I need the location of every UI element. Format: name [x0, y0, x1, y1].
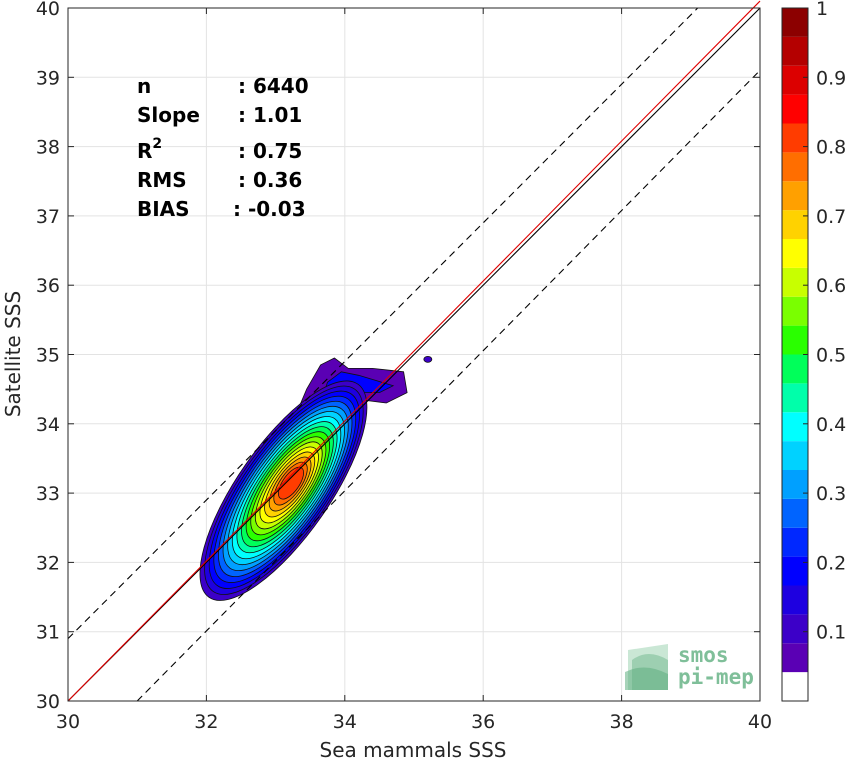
stat-r2-value: : 0.75 — [238, 139, 302, 163]
y-tick-label: 37 — [36, 206, 60, 228]
colorbar-swatch — [782, 152, 808, 182]
colorbar-swatch — [782, 296, 808, 326]
colorbar-tick-label: 0.1 — [816, 622, 846, 644]
reference-line — [67, 7, 761, 702]
colorbar-swatch — [782, 441, 808, 470]
colorbar-tick-label: 1 — [816, 0, 828, 20]
y-tick-label: 32 — [36, 552, 60, 574]
y-axis-label: Satellite SSS — [1, 291, 25, 417]
colorbar-tick-label: 0.9 — [816, 67, 846, 89]
colorbar-swatch — [782, 65, 808, 95]
stat-slope-label: Slope — [137, 103, 200, 127]
x-axis-ticks: 30 32 34 36 38 40 — [56, 8, 772, 733]
colorbar-tick-label: 0.5 — [816, 345, 846, 367]
reference-line — [67, 0, 761, 702]
contour-blob — [423, 355, 433, 363]
y-tick-label: 31 — [36, 622, 60, 644]
colorbar-tick-label: 0.8 — [816, 137, 846, 159]
stat-r2-exponent: 2 — [152, 136, 162, 152]
colorbar-swatch — [782, 94, 808, 124]
colorbar-swatch — [782, 585, 808, 615]
stat-rms-value: : 0.36 — [238, 168, 302, 192]
x-tick-label: 32 — [194, 711, 218, 733]
logo-line-2: pi-mep — [678, 665, 754, 689]
colorbar-tick-label: 0.7 — [816, 206, 846, 228]
x-tick-label: 38 — [610, 711, 634, 733]
colorbar-swatch — [782, 354, 808, 384]
x-tick-label: 34 — [333, 711, 357, 733]
contour-group — [199, 355, 433, 601]
x-tick-label: 36 — [471, 711, 495, 733]
reference-lines — [67, 0, 761, 702]
colorbar-swatch — [782, 614, 808, 644]
contour-level — [278, 466, 304, 500]
colorbar-swatch — [782, 325, 808, 355]
y-tick-label: 40 — [36, 0, 60, 20]
y-tick-label: 30 — [36, 691, 60, 713]
colorbar-swatch — [782, 527, 808, 557]
colorbar-swatch — [782, 8, 808, 37]
y-tick-label: 36 — [36, 275, 60, 297]
colorbar-swatch — [782, 181, 808, 211]
density-contours — [199, 355, 433, 601]
logo-waves-icon — [625, 644, 668, 690]
stat-slope-value: : 1.01 — [238, 103, 302, 127]
colorbar-ticks: 0.1 0.2 0.3 0.4 0.5 0.6 0.7 0.8 0.9 1 — [803, 0, 846, 644]
colorbar-swatch — [782, 210, 808, 239]
colorbar-swatch — [782, 556, 808, 586]
colorbar-swatch — [782, 239, 808, 268]
colorbar-swatch — [782, 672, 808, 701]
y-tick-label: 33 — [36, 483, 60, 505]
reference-line — [136, 69, 761, 702]
stat-bias-value: : -0.03 — [233, 197, 306, 221]
colorbar-swatch — [782, 470, 808, 499]
stat-r2-base: R — [137, 139, 152, 163]
y-tick-label: 35 — [36, 345, 60, 367]
colorbar-swatch — [782, 498, 808, 528]
colorbar-swatch — [782, 267, 808, 297]
x-axis-label: Sea mammals SSS — [320, 738, 507, 762]
smos-pi-mep-logo: smos pi-mep — [625, 643, 754, 690]
stat-bias-label: BIAS — [137, 197, 190, 221]
colorbar-tick-label: 0.6 — [816, 275, 846, 297]
y-axis-ticks: 30 31 32 33 34 35 36 37 38 39 40 — [36, 0, 760, 713]
colorbar-swatch — [782, 643, 808, 673]
stats-block: n : 6440 Slope : 1.01 R2 : 0.75 RMS : 0.… — [137, 74, 309, 221]
colorbar-tick-label: 0.2 — [816, 552, 846, 574]
colorbar-swatch — [782, 36, 808, 66]
y-tick-label: 34 — [36, 414, 60, 436]
stat-n-label: n — [137, 74, 151, 98]
colorbar-swatch — [782, 383, 808, 413]
colorbar-tick-label: 0.4 — [816, 414, 846, 436]
colorbar-swatch — [782, 412, 808, 442]
logo-line-1: smos — [678, 643, 729, 667]
colorbar-tick-label: 0.3 — [816, 483, 846, 505]
x-tick-label: 30 — [56, 711, 80, 733]
stat-rms-label: RMS — [137, 168, 187, 192]
reference-line — [67, 7, 699, 640]
stat-r2-label: R2 — [137, 136, 162, 163]
y-tick-label: 39 — [36, 67, 60, 89]
x-tick-label: 40 — [748, 711, 772, 733]
stat-n-value: : 6440 — [238, 74, 309, 98]
colorbar-swatch — [782, 123, 808, 153]
y-tick-label: 38 — [36, 137, 60, 159]
colorbar — [781, 7, 809, 702]
